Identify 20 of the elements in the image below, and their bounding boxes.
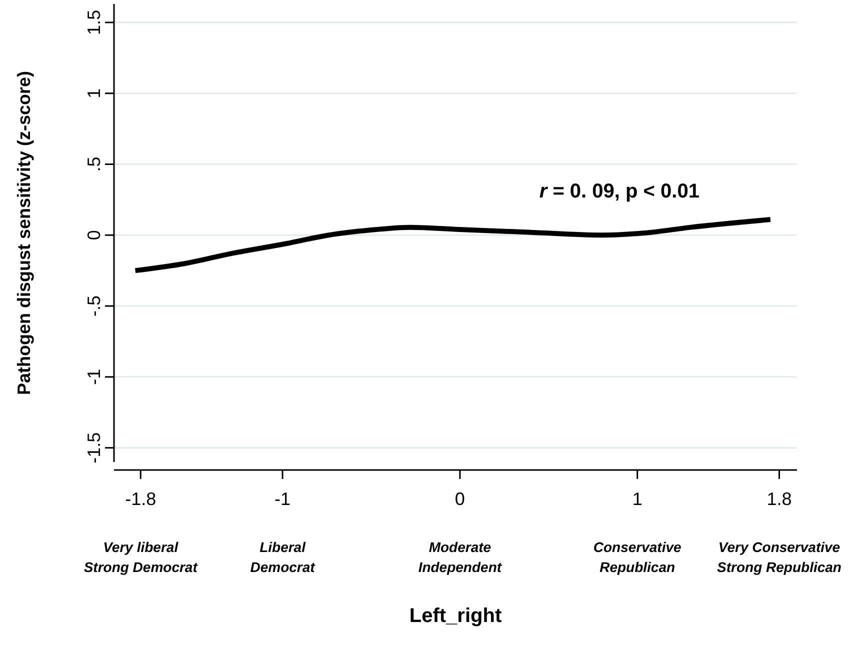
y-tick-label: -.5 [84, 296, 104, 317]
text: Very Conservative Strong Republican [717, 539, 842, 575]
y-tick-label: -1.5 [84, 432, 104, 464]
x-tick-label: 1.8 [766, 489, 792, 509]
y-tick-label: 1.5 [84, 10, 104, 35]
annotation: r = 0. 09, p < 0.01 [539, 180, 700, 203]
x-tick-label: -1 [274, 489, 291, 509]
x-tick-label: 1 [632, 489, 642, 509]
y-axis-title: Pathogen disgust sensitivity (z-score) [14, 70, 34, 396]
y-tick-label: 0 [84, 230, 104, 240]
y-tick-label: 1 [84, 88, 104, 98]
y-tick-label: -1 [84, 368, 104, 385]
x-tick-label: -1.8 [125, 489, 156, 509]
x-axis-title: Left_right [409, 605, 502, 627]
text: Very liberal Strong Democrat [84, 539, 199, 575]
text: Conservative Republican [593, 539, 682, 575]
text: Moderate Independent [418, 539, 503, 575]
y-tick-label: .5 [84, 156, 104, 172]
x-tick-label: 0 [454, 489, 465, 509]
text: Liberal Democrat [250, 539, 316, 575]
